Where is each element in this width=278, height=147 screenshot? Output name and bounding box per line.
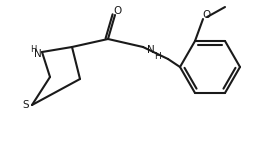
Text: H: H xyxy=(154,51,161,61)
Text: O: O xyxy=(114,6,122,16)
Text: O: O xyxy=(203,10,211,20)
Text: N: N xyxy=(34,49,42,59)
Text: H: H xyxy=(30,45,36,54)
Text: N: N xyxy=(147,45,155,55)
Text: S: S xyxy=(23,100,29,110)
